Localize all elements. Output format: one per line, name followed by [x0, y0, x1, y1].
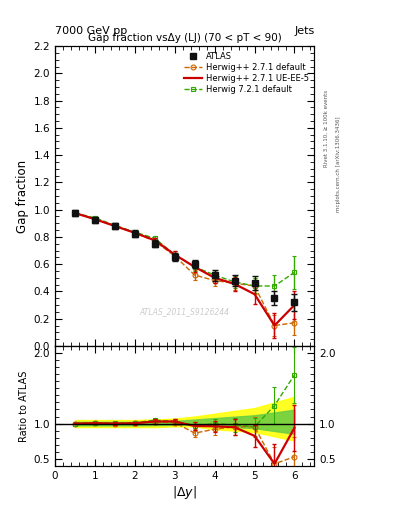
Text: mcplots.cern.ch [arXiv:1306.3436]: mcplots.cern.ch [arXiv:1306.3436] — [336, 116, 341, 211]
Legend: ATLAS, Herwig++ 2.7.1 default, Herwig++ 2.7.1 UE-EE-5, Herwig 7.2.1 default: ATLAS, Herwig++ 2.7.1 default, Herwig++ … — [182, 50, 310, 96]
Text: Jets: Jets — [294, 26, 314, 36]
Title: Gap fraction vsΔy (LJ) (70 < pT < 90): Gap fraction vsΔy (LJ) (70 < pT < 90) — [88, 33, 282, 42]
X-axis label: $|\Delta y|$: $|\Delta y|$ — [172, 483, 197, 501]
Y-axis label: Gap fraction: Gap fraction — [17, 159, 29, 232]
Text: 7000 GeV pp: 7000 GeV pp — [55, 26, 127, 36]
Y-axis label: Ratio to ATLAS: Ratio to ATLAS — [20, 370, 29, 442]
Text: ATLAS_2011_S9126244: ATLAS_2011_S9126244 — [140, 307, 230, 316]
Text: Rivet 3.1.10, ≥ 100k events: Rivet 3.1.10, ≥ 100k events — [324, 90, 329, 166]
